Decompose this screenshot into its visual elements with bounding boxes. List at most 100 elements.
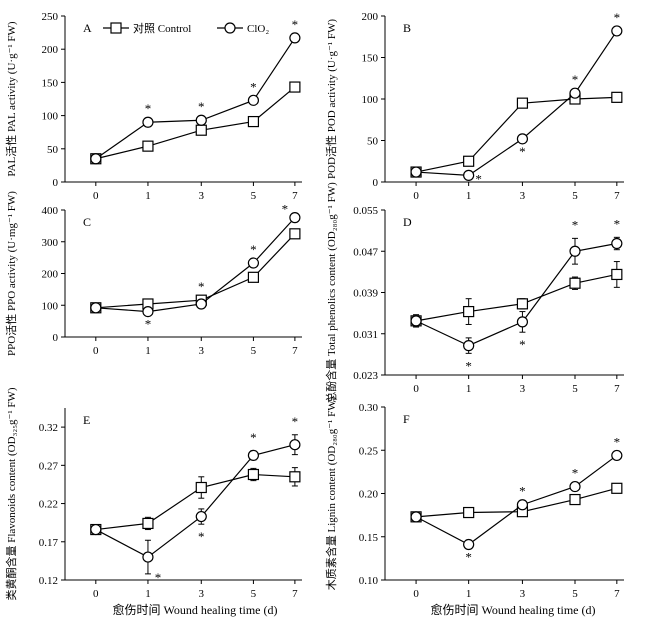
data-point <box>247 271 260 283</box>
x-tick-label: 5 <box>572 588 578 600</box>
x-tick-label: 0 <box>413 588 419 600</box>
significance-mark: * <box>519 484 526 499</box>
x-axis-label-right: 愈伤时间 Wound healing time (d) <box>430 602 595 617</box>
y-tick-label: 0.023 <box>353 370 378 382</box>
series-line <box>415 273 617 322</box>
series-control <box>90 81 301 165</box>
series-control <box>90 467 301 536</box>
data-point <box>142 551 154 563</box>
y-tick-label: 0.30 <box>359 402 379 414</box>
panel-letter: A <box>83 21 92 35</box>
data-point <box>195 481 207 494</box>
significance-mark: * <box>292 414 299 429</box>
series-clo2 <box>90 212 301 318</box>
significance-mark: * <box>198 529 205 544</box>
data-point <box>569 493 581 506</box>
y-tick-label: 0 <box>53 332 59 344</box>
x-tick-label: 0 <box>93 588 99 600</box>
x-tick-label: 1 <box>466 190 472 202</box>
x-tick-label: 5 <box>572 190 578 202</box>
x-tick-label: 7 <box>614 190 620 202</box>
y-axis-label: PPO活性 PPO activity (U·mg⁻¹ FW) <box>4 191 18 356</box>
x-tick-label: 0 <box>93 190 99 202</box>
data-point <box>247 115 260 128</box>
data-point <box>142 517 154 530</box>
series-clo2 <box>90 434 301 575</box>
panel-letter: E <box>83 413 90 427</box>
y-tick-label: 400 <box>42 205 59 217</box>
x-tick-label: 5 <box>251 190 257 202</box>
y-tick-label: 250 <box>42 11 59 23</box>
legend-label: 对照 Control <box>133 21 191 35</box>
data-point <box>516 499 529 511</box>
significance-mark: * <box>465 550 472 565</box>
series-control <box>410 261 623 328</box>
significance-mark: * <box>572 217 579 232</box>
y-tick-label: 0.047 <box>353 246 378 258</box>
panel-letter: F <box>403 412 410 426</box>
y-tick-label: 0.32 <box>39 422 58 434</box>
panel-letter: D <box>403 215 412 229</box>
series-clo2 <box>410 236 623 354</box>
data-point <box>142 140 154 152</box>
legend: 对照 Control ClO₂ <box>103 21 269 35</box>
x-tick-label: 7 <box>614 588 620 600</box>
series-line <box>95 233 296 309</box>
y-tick-label: 0.25 <box>359 445 379 457</box>
y-tick-label: 0 <box>53 177 59 189</box>
x-tick-label: 3 <box>520 588 526 600</box>
panel-c: 0 100 200 300 400 0 1 3 5 7 C PPO活性 PPO activity (U… <box>4 191 302 357</box>
y-tick-label: 0.10 <box>359 575 379 587</box>
y-tick-label: 50 <box>367 136 379 148</box>
data-point <box>611 91 623 103</box>
data-point <box>289 212 301 224</box>
data-point <box>195 114 207 126</box>
y-tick-label: 0.039 <box>353 288 378 300</box>
data-point <box>289 471 301 483</box>
significance-mark: * <box>614 216 621 231</box>
legend-marker <box>224 22 236 34</box>
y-tick-label: 200 <box>42 269 59 281</box>
data-point <box>463 506 475 519</box>
data-point <box>289 32 301 44</box>
data-point <box>289 81 301 93</box>
data-point <box>611 237 623 250</box>
panel-letter: B <box>403 21 411 35</box>
y-tick-label: 0.20 <box>359 489 379 501</box>
x-tick-label: 1 <box>145 588 151 600</box>
data-point <box>195 510 207 523</box>
data-point <box>569 480 581 493</box>
data-point <box>516 97 529 109</box>
x-tick-label: 0 <box>93 345 99 357</box>
significance-mark: * <box>519 144 526 159</box>
data-point <box>195 124 207 136</box>
data-point <box>611 25 623 37</box>
x-tick-label: 7 <box>292 588 298 600</box>
x-tick-label: 1 <box>466 383 472 395</box>
x-tick-label: 3 <box>199 190 205 202</box>
data-point <box>463 169 475 181</box>
data-point <box>90 523 102 536</box>
series-clo2 <box>90 32 301 165</box>
significance-mark: * <box>614 434 621 449</box>
y-axis-label: 类黄酮含量 Flavonoids content (OD₃₂₅g⁻¹ FW) <box>4 387 18 600</box>
data-point <box>569 87 581 99</box>
series-clo2 <box>410 25 623 181</box>
series-line <box>416 487 617 518</box>
series-line <box>95 86 296 160</box>
data-point <box>195 298 207 310</box>
data-point <box>410 511 422 523</box>
y-tick-label: 100 <box>42 111 59 123</box>
y-tick-label: 0 <box>373 177 379 189</box>
data-point <box>289 439 301 451</box>
panel-a: 0 50 100 150 200 250 0 1 3 5 7 A PAL活性 PAL activity … <box>4 11 302 202</box>
x-tick-label: 5 <box>251 345 257 357</box>
data-point <box>516 316 529 328</box>
y-tick-label: 150 <box>42 77 59 89</box>
x-tick-label: 0 <box>413 190 419 202</box>
y-tick-label: 100 <box>42 300 59 312</box>
significance-mark: * <box>614 10 621 25</box>
y-tick-label: 300 <box>42 237 59 249</box>
series-line <box>416 30 618 176</box>
